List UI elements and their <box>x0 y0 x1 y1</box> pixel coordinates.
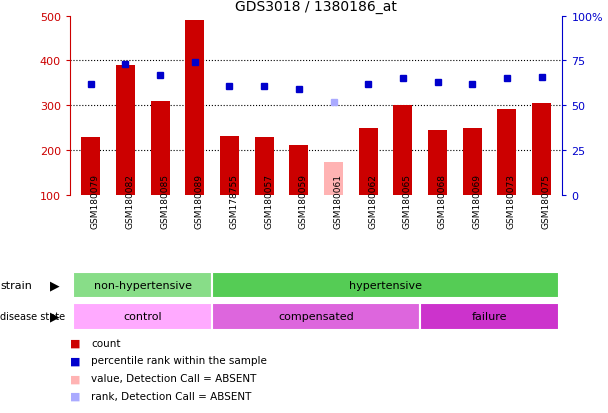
Text: ▶: ▶ <box>50 279 60 292</box>
Text: GSM180079: GSM180079 <box>91 173 100 228</box>
Bar <box>393 106 412 196</box>
Text: GSM180057: GSM180057 <box>264 173 273 228</box>
Text: failure: failure <box>472 311 507 321</box>
Text: value, Detection Call = ABSENT: value, Detection Call = ABSENT <box>91 373 257 383</box>
Text: count: count <box>91 338 121 348</box>
Title: GDS3018 / 1380186_at: GDS3018 / 1380186_at <box>235 0 397 14</box>
Bar <box>74 303 212 330</box>
Text: GSM180073: GSM180073 <box>507 173 516 228</box>
Bar <box>359 128 378 196</box>
Text: GSM178755: GSM178755 <box>229 173 238 228</box>
Text: GSM180059: GSM180059 <box>299 173 308 228</box>
Bar <box>185 21 204 196</box>
Bar <box>324 162 343 196</box>
Bar <box>116 66 135 196</box>
Text: GSM180075: GSM180075 <box>542 173 551 228</box>
Bar <box>212 272 559 299</box>
Bar <box>463 128 482 196</box>
Text: ■: ■ <box>70 338 80 348</box>
Bar <box>74 272 212 299</box>
Bar <box>255 138 274 196</box>
Text: percentile rank within the sample: percentile rank within the sample <box>91 356 267 366</box>
Text: ■: ■ <box>70 373 80 383</box>
Bar <box>497 109 516 196</box>
Text: strain: strain <box>0 280 32 290</box>
Bar <box>151 102 170 196</box>
Bar <box>220 137 239 196</box>
Text: GSM180062: GSM180062 <box>368 173 377 228</box>
Text: GSM180068: GSM180068 <box>438 173 446 228</box>
Text: control: control <box>123 311 162 321</box>
Text: GSM180085: GSM180085 <box>160 173 169 228</box>
Bar <box>420 303 559 330</box>
Bar <box>532 104 551 196</box>
Text: ▶: ▶ <box>50 310 60 323</box>
Text: disease state: disease state <box>0 311 65 321</box>
Bar <box>289 145 308 196</box>
Text: ■: ■ <box>70 391 80 401</box>
Text: GSM180082: GSM180082 <box>125 173 134 228</box>
Text: non-hypertensive: non-hypertensive <box>94 280 192 290</box>
Text: hypertensive: hypertensive <box>349 280 422 290</box>
Bar <box>81 138 100 196</box>
Bar <box>428 131 447 196</box>
Bar <box>212 303 420 330</box>
Text: ■: ■ <box>70 356 80 366</box>
Text: GSM180069: GSM180069 <box>472 173 481 228</box>
Text: rank, Detection Call = ABSENT: rank, Detection Call = ABSENT <box>91 391 252 401</box>
Text: GSM180089: GSM180089 <box>195 173 204 228</box>
Text: GSM180065: GSM180065 <box>403 173 412 228</box>
Text: compensated: compensated <box>278 311 354 321</box>
Text: GSM180061: GSM180061 <box>334 173 342 228</box>
